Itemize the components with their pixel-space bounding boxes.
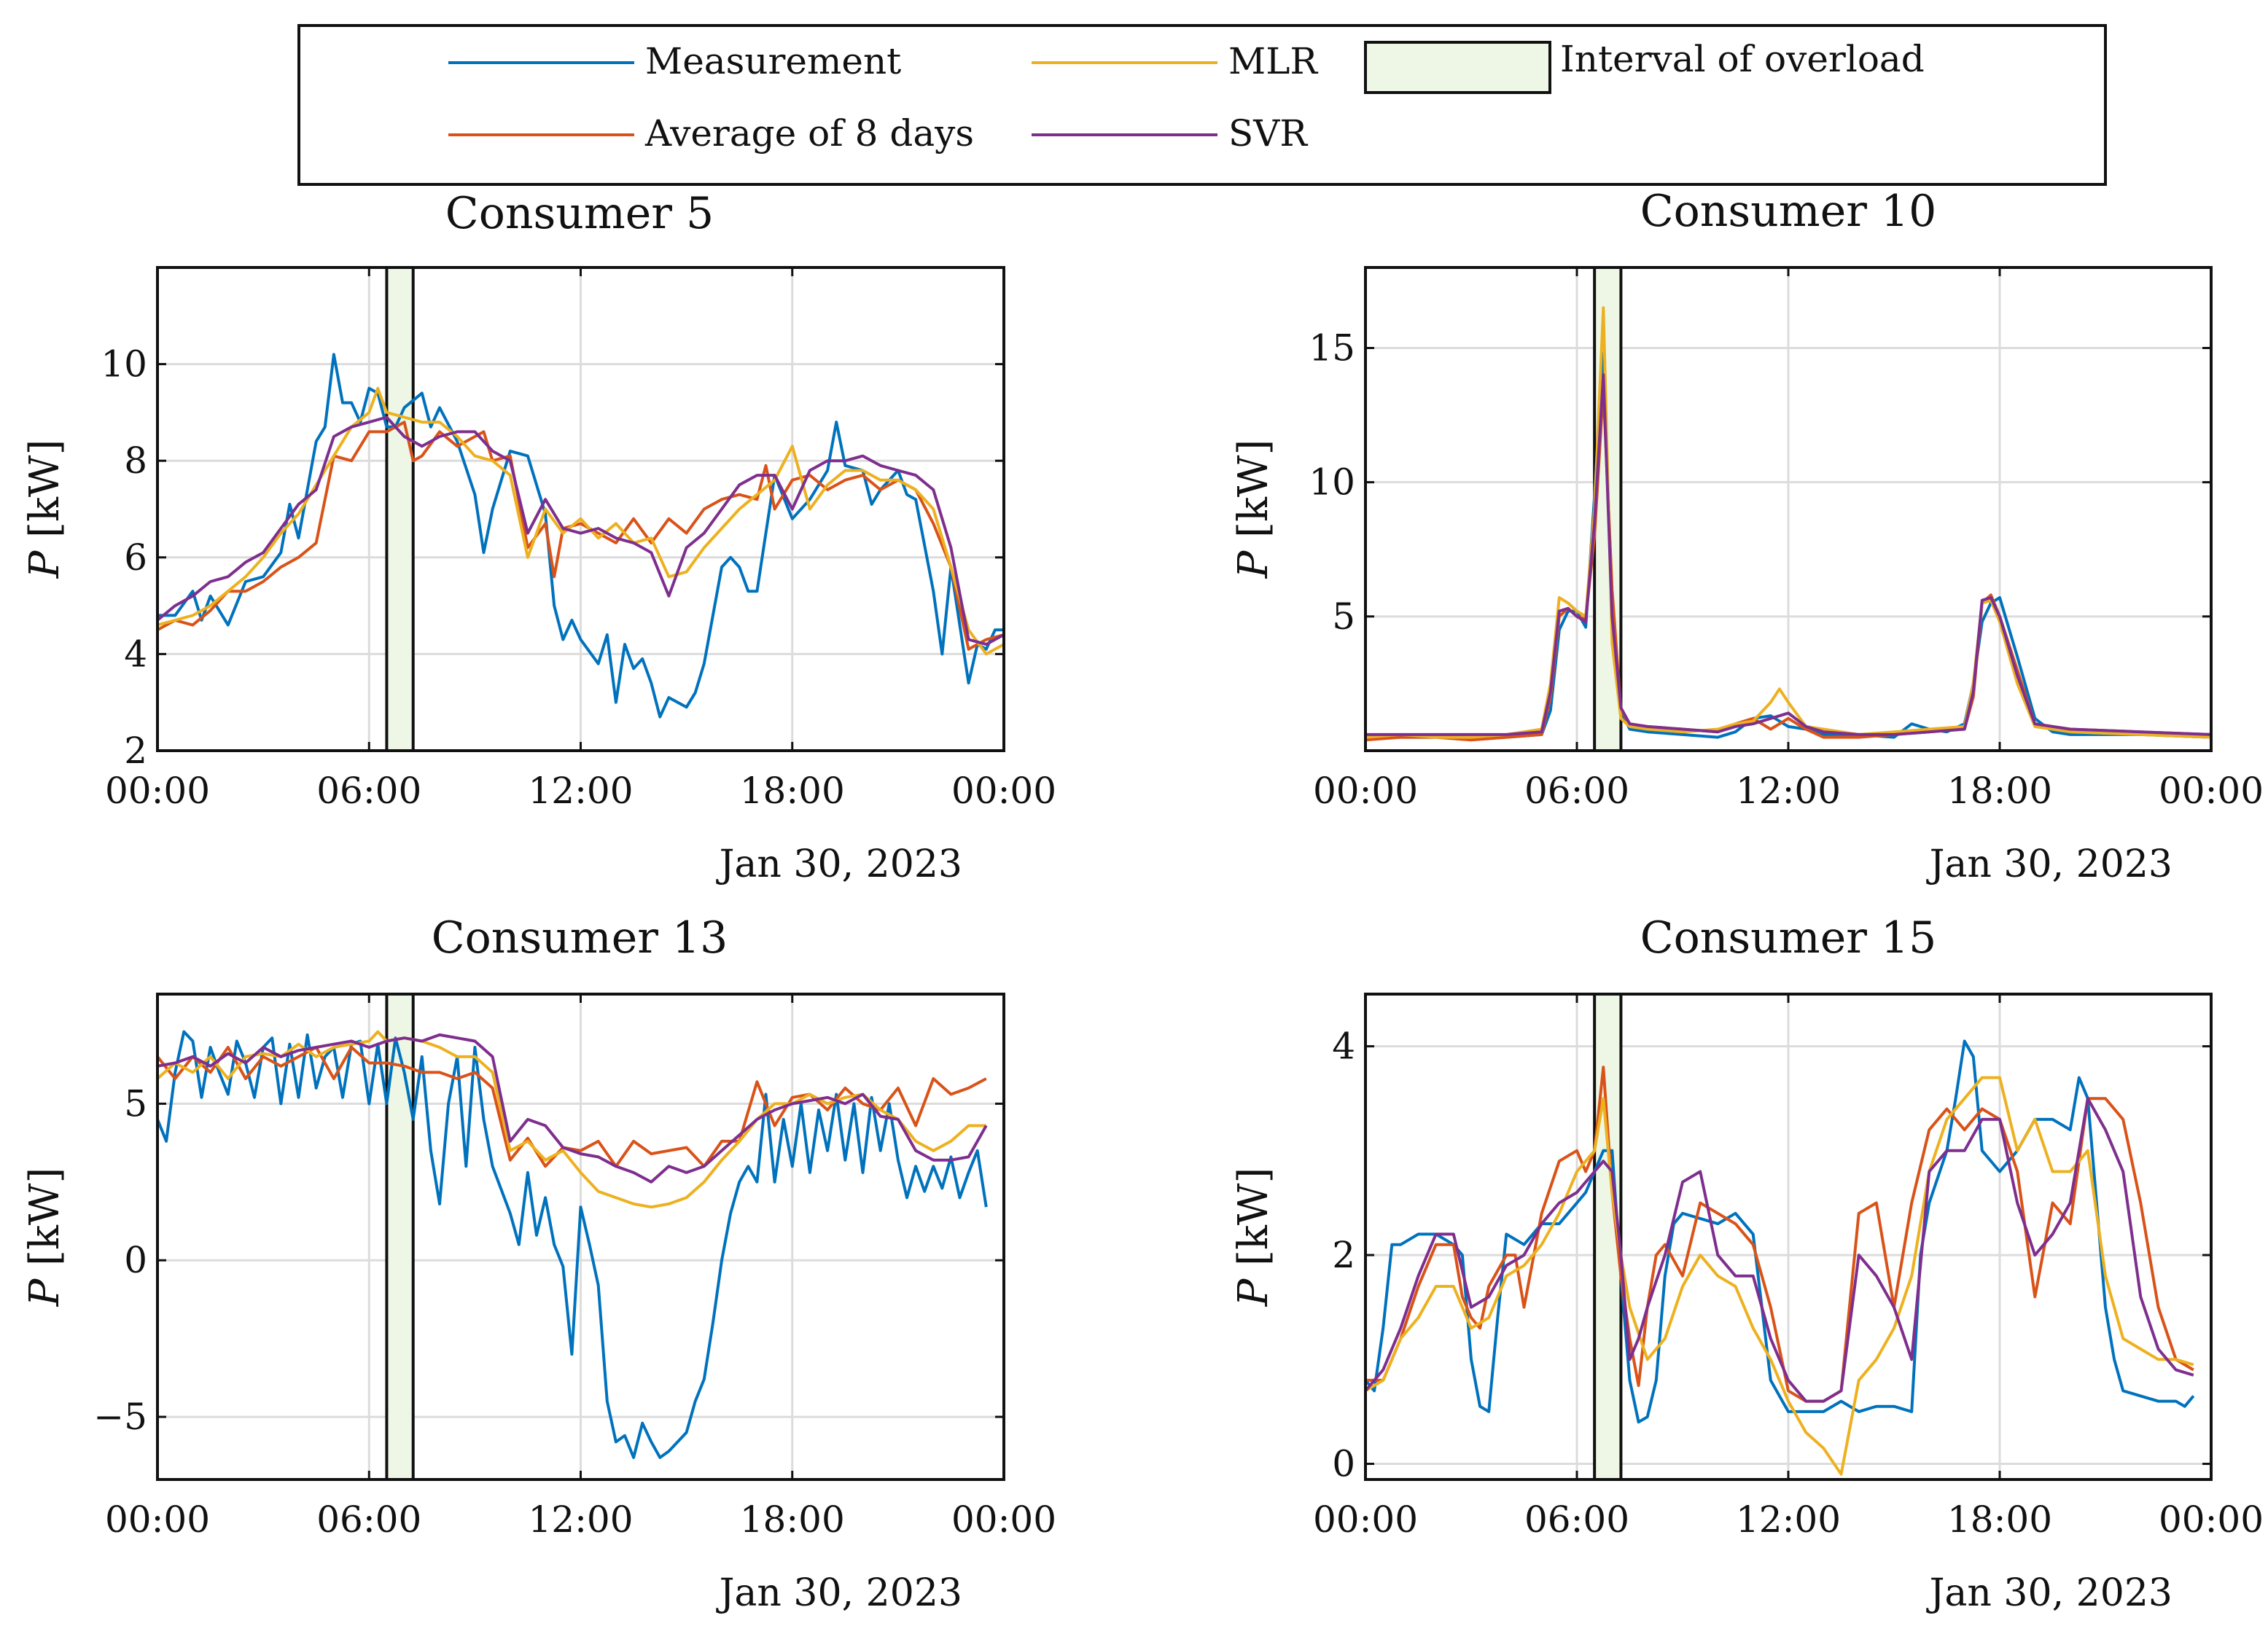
legend-item-overload: Interval of overload — [1364, 38, 1925, 94]
panel-title: Consumer 15 — [1640, 912, 1937, 963]
x-tick-label: 12:00 — [528, 1498, 633, 1541]
series-group — [1365, 1039, 2195, 1476]
x-tick-label: 18:00 — [740, 1498, 845, 1541]
x-tick-label: 00:00 — [1313, 1498, 1418, 1541]
y-tick-label: 8 — [124, 439, 147, 482]
panel-title: Consumer 10 — [1640, 186, 1937, 237]
x-tick-label: 12:00 — [528, 770, 633, 812]
y-axis-label: P [kW] — [1230, 1168, 1277, 1307]
y-tick-label: 15 — [1309, 327, 1355, 370]
y-tick-label: 2 — [1332, 1234, 1355, 1276]
x-tick-label: 00:00 — [951, 770, 1056, 812]
legend-item-svr: SVR — [1032, 112, 1308, 155]
series-line-svr — [157, 1033, 988, 1184]
y-tick-label: 4 — [1332, 1025, 1355, 1068]
y-tick-label: 10 — [101, 343, 147, 386]
panel-title: Consumer 5 — [445, 188, 714, 239]
date-label: Jan 30, 2023 — [1926, 1571, 2172, 1615]
series-line-svr — [1365, 373, 2211, 736]
legend-item-average: Average of 8 days — [448, 112, 974, 155]
x-tick-label: 06:00 — [1524, 770, 1629, 812]
y-tick-label: 2 — [124, 730, 147, 772]
legend-label-average: Average of 8 days — [644, 112, 974, 155]
series-group — [1365, 306, 2211, 742]
y-tick-label: 4 — [124, 633, 147, 675]
panel-consumer-15: 00:00 06:00 12:00 18:00 00:00 0 2 4 Consumer 15 J… — [1230, 912, 2264, 1615]
series-line-mlr — [157, 1030, 986, 1209]
y-tick-label: 0 — [124, 1239, 147, 1281]
y-tick-label: 5 — [124, 1082, 147, 1125]
panel-consumer-10: 00:00 06:00 12:00 18:00 00:00 5 10 15 Consumer 1… — [1230, 186, 2264, 886]
y-tick-label: 5 — [1332, 595, 1355, 638]
overload-interval — [385, 266, 415, 752]
series-line-mlr — [157, 386, 1004, 656]
legend: Measurement Average of 8 days MLR SVR In… — [297, 24, 2107, 186]
series-line-measurement — [157, 353, 1004, 719]
x-tick-label: 00:00 — [1313, 770, 1418, 812]
x-tick-label: 00:00 — [951, 1498, 1056, 1541]
y-axis-label: P [kW] — [21, 439, 69, 579]
series-line-measurement — [1365, 1039, 2195, 1424]
date-label: Jan 30, 2023 — [716, 843, 962, 886]
series-line-measurement — [157, 1030, 988, 1459]
series-line-svr — [157, 415, 1004, 646]
x-tick-label: 18:00 — [740, 770, 845, 812]
panel-title: Consumer 13 — [432, 912, 728, 963]
legend-label-overload: Interval of overload — [1560, 38, 1925, 80]
x-tick-label: 00:00 — [105, 770, 210, 812]
x-tick-label: 12:00 — [1736, 770, 1841, 812]
x-tick-label: 00:00 — [2159, 770, 2264, 812]
x-tick-label: 12:00 — [1736, 1498, 1841, 1541]
legend-box — [297, 24, 2107, 186]
y-axis-label: P [kW] — [21, 1168, 69, 1307]
series-group — [157, 1030, 988, 1459]
x-tick-label: 18:00 — [1947, 1498, 2052, 1541]
panel-consumer-5: 00:00 06:00 12:00 18:00 00:00246810Consumer … — [21, 188, 1056, 886]
x-tick-label: 06:00 — [316, 1498, 421, 1541]
legend-label-svr: SVR — [1228, 112, 1308, 155]
legend-label-mlr: MLR — [1228, 40, 1318, 82]
panel-consumer-13: 00:00 06:00 12:00 18:00 00:00 −5 0 5 Consumer 13… — [21, 912, 1056, 1615]
date-label: Jan 30, 2023 — [1926, 843, 2172, 886]
series-line-average — [157, 1046, 987, 1168]
series-line-svr — [1365, 1097, 2194, 1403]
legend-item-mlr: MLR — [1032, 40, 1318, 82]
series-line-mlr — [1365, 1076, 2194, 1476]
y-axis-label: P [kW] — [1230, 439, 1277, 579]
x-tick-label: 18:00 — [1947, 770, 2052, 812]
y-tick-label: 0 — [1332, 1443, 1355, 1485]
series-group — [157, 353, 1004, 719]
y-tick-label: 10 — [1309, 461, 1355, 504]
x-tick-label: 06:00 — [1524, 1498, 1629, 1541]
legend-item-measurement: Measurement — [448, 40, 901, 82]
legend-swatch-overload — [1364, 41, 1551, 94]
y-tick-label: −5 — [93, 1396, 147, 1438]
date-label: Jan 30, 2023 — [716, 1571, 962, 1615]
legend-label-measurement: Measurement — [645, 40, 901, 82]
y-tick-label: 6 — [124, 536, 147, 579]
x-tick-label: 06:00 — [316, 770, 421, 812]
x-tick-label: 00:00 — [2159, 1498, 2264, 1541]
x-tick-label: 00:00 — [105, 1498, 210, 1541]
